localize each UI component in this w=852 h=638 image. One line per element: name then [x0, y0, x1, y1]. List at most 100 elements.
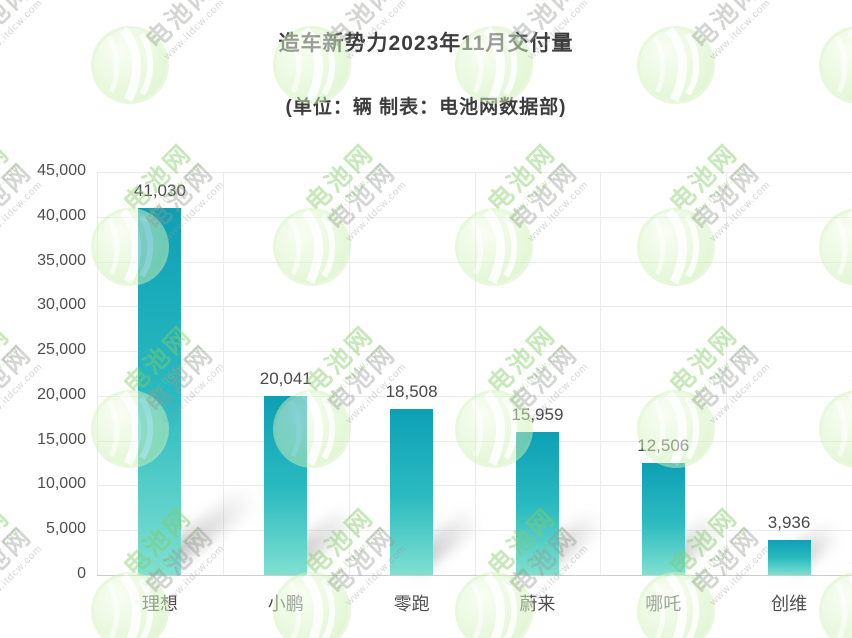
watermark-url: www.itdcw.com	[708, 543, 774, 609]
watermark-logo-icon	[818, 389, 852, 469]
gridline-vertical	[222, 172, 224, 575]
watermark-url: www.itdcw.com	[344, 361, 410, 427]
gridline-horizontal	[97, 440, 852, 442]
bar-6	[767, 539, 811, 575]
watermark-brand: 电池网	[300, 320, 380, 400]
watermark-brand: 电池网	[118, 320, 198, 400]
gridline-horizontal	[97, 172, 852, 173]
watermark-url: www.itdcw.com	[162, 179, 228, 245]
y-axis-tick-label: 20,000	[37, 385, 86, 403]
gridline-vertical	[348, 172, 350, 575]
y-axis-tick-label: 40,000	[37, 206, 86, 224]
watermark-brand: 电池网	[322, 157, 402, 237]
watermark-url: www.itdcw.com	[708, 179, 774, 245]
watermark-brand: 电池网	[0, 521, 38, 601]
y-axis-tick-label: 35,000	[37, 251, 86, 269]
bar-value-label: 12,506	[637, 436, 690, 455]
watermark-url: www.itdcw.com	[162, 543, 228, 609]
watermark-brand: 电池网	[118, 502, 198, 582]
bar-value-label: 20,041	[259, 368, 312, 388]
watermark-url: www.itdcw.com	[504, 524, 570, 590]
watermark-url: www.itdcw.com	[526, 179, 592, 245]
watermark-url: www.itdcw.com	[686, 342, 752, 408]
bar-1	[138, 207, 182, 575]
battery-net-logo-icon	[91, 390, 169, 468]
gridline-horizontal	[97, 530, 852, 532]
battery-net-logo-icon	[91, 572, 169, 638]
watermark-brand: 电池网	[322, 521, 402, 601]
watermark-brand: 电池网	[140, 339, 220, 419]
watermark-url: www.itdcw.com	[344, 179, 410, 245]
watermark-url: www.itdcw.com	[686, 524, 752, 590]
y-axis-tick-label: 15,000	[37, 430, 86, 448]
watermark-brand: 电池网	[0, 157, 38, 237]
watermark-logo-icon	[818, 207, 852, 287]
watermark-logo-icon	[454, 207, 534, 287]
watermark-url: www.itdcw.com	[344, 543, 410, 609]
battery-net-logo-icon	[273, 390, 351, 468]
gridline-horizontal	[97, 306, 852, 308]
bar-3	[390, 409, 434, 575]
x-axis-line	[97, 575, 852, 576]
bar-shadow	[403, 504, 486, 575]
battery-net-logo-icon	[637, 208, 715, 286]
gridline-horizontal	[97, 351, 852, 353]
watermark-url: www.itdcw.com	[504, 342, 570, 408]
bar-2	[264, 395, 308, 575]
watermark-logo-icon	[636, 389, 716, 469]
watermark-brand: 电池网	[300, 502, 380, 582]
watermark-url: www.itdcw.com	[140, 524, 206, 590]
watermark-url: www.itdcw.com	[0, 524, 24, 590]
watermark-brand: 电池网	[664, 138, 744, 218]
watermark-url: www.itdcw.com	[0, 342, 24, 408]
gridline-vertical	[726, 172, 728, 575]
watermark-brand: 电池网	[118, 138, 198, 218]
category-label: 哪吒	[645, 594, 682, 614]
battery-net-logo-icon	[819, 390, 852, 468]
gridline-horizontal	[97, 395, 852, 397]
watermark-url: www.itdcw.com	[0, 361, 46, 427]
watermark-logo-icon	[636, 571, 716, 638]
battery-net-logo-icon	[637, 390, 715, 468]
watermark-url: www.itdcw.com	[526, 543, 592, 609]
battery-net-logo-icon	[455, 572, 533, 638]
battery-net-logo-icon	[455, 390, 533, 468]
watermark-logo-icon	[818, 571, 852, 638]
battery-net-logo-icon	[273, 572, 351, 638]
y-axis-tick-label: 30,000	[37, 296, 86, 314]
watermark-brand: 电池网	[0, 339, 38, 419]
gridline-horizontal	[97, 261, 852, 263]
watermark-logo-icon	[272, 207, 352, 287]
watermark-url: www.itdcw.com	[0, 543, 46, 609]
watermark-url: www.itdcw.com	[140, 160, 206, 226]
bar-shadow	[654, 510, 730, 575]
watermark-url: www.itdcw.com	[162, 361, 228, 427]
chart-subtitle: (单位：辆 制表：电池网数据部)	[285, 97, 567, 118]
battery-net-logo-icon	[637, 572, 715, 638]
bar-value-label: 41,030	[133, 180, 186, 200]
bar-value-label: 3,936	[767, 512, 811, 532]
watermark-logo-icon	[454, 389, 534, 469]
battery-net-logo-icon	[455, 208, 533, 286]
watermark-logo-icon	[90, 389, 170, 469]
watermark-url: www.itdcw.com	[526, 361, 592, 427]
